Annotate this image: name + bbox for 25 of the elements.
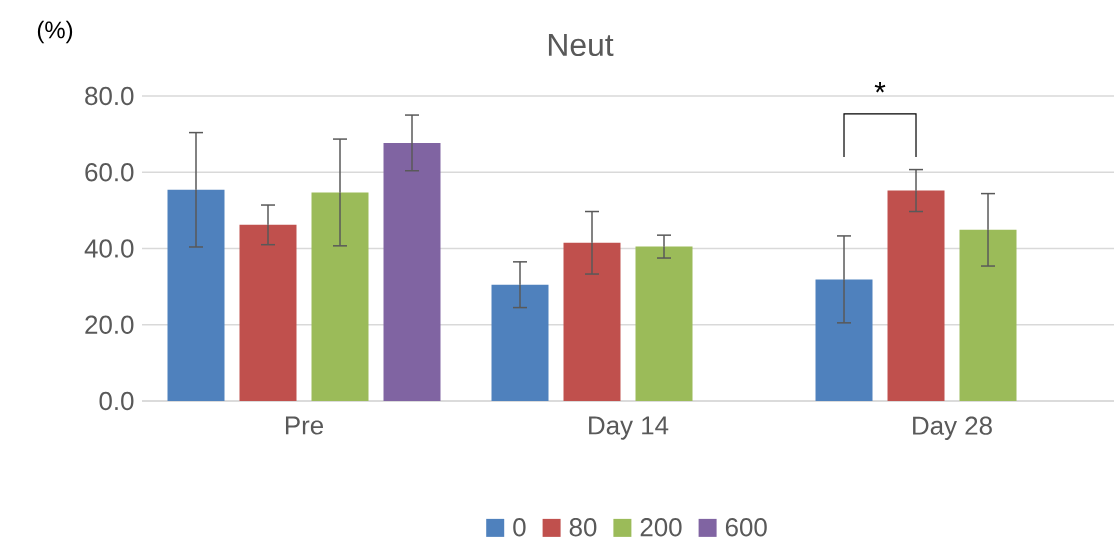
bar bbox=[887, 190, 945, 401]
x-tick-label: Day 14 bbox=[589, 416, 669, 440]
bar bbox=[239, 224, 297, 401]
bar bbox=[311, 192, 369, 401]
legend-label: 0 bbox=[513, 518, 526, 537]
y-tick-label: 40.0 bbox=[84, 239, 134, 258]
bar bbox=[563, 242, 621, 401]
bar bbox=[491, 284, 549, 401]
y-tick-label: 0.0 bbox=[99, 391, 134, 411]
bar bbox=[383, 142, 441, 401]
chart-title: Neut bbox=[548, 33, 614, 57]
x-tick-label: Pre bbox=[285, 416, 323, 435]
text: * bbox=[874, 81, 886, 93]
bar bbox=[815, 279, 873, 401]
y-axis-title: (%) bbox=[37, 20, 73, 44]
bar bbox=[635, 246, 693, 401]
y-tick-label: 60.0 bbox=[85, 163, 134, 182]
bar bbox=[167, 189, 225, 401]
legend-label: 200 bbox=[640, 518, 682, 537]
x-tick-label: Day 28 bbox=[913, 416, 992, 440]
legend-label: 80 bbox=[569, 518, 597, 537]
y-tick-label: 80.0 bbox=[85, 86, 134, 106]
bar bbox=[959, 229, 1017, 401]
legend-label: 600 bbox=[725, 518, 767, 537]
y-tick-label: 20.0 bbox=[85, 315, 134, 334]
